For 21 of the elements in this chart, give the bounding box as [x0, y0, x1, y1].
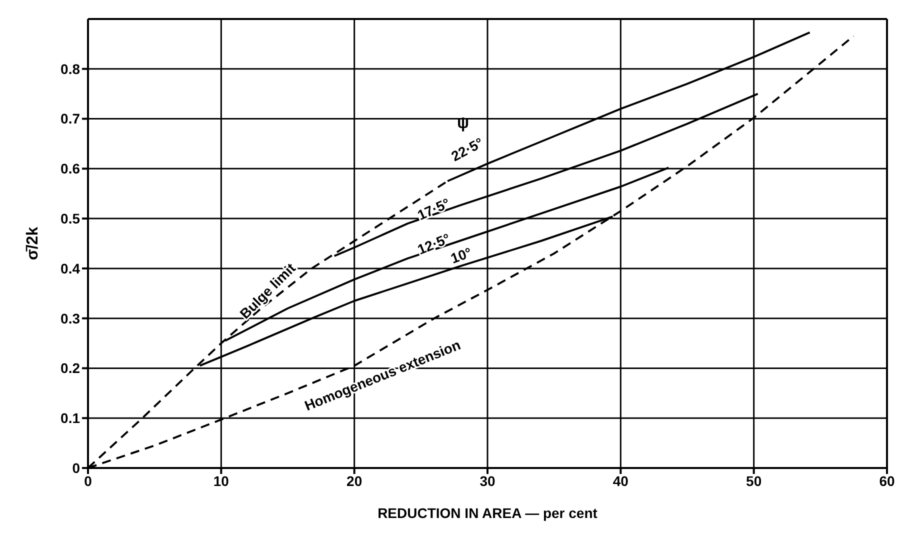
x-tick-label: 40 [612, 472, 629, 489]
y-tick-label: 0.6 [60, 160, 80, 177]
x-tick-label: 50 [746, 472, 762, 489]
y-tick-label: 0.2 [60, 360, 80, 376]
y-tick-label: 0.1 [60, 410, 80, 426]
y-tick-label: 0.3 [60, 310, 80, 326]
y-tick-label: 0.5 [60, 210, 80, 227]
x-tick-label: 20 [346, 472, 362, 489]
y-axis-title: σ̄/2k [24, 226, 42, 260]
y-tick-label: 0 [72, 460, 80, 476]
y-tick-label: 0.4 [60, 260, 80, 276]
x-axis-title: REDUCTION IN AREA — per cent [378, 505, 598, 521]
x-tick-label: 10 [213, 472, 230, 489]
x-tick-label: 0 [84, 472, 92, 489]
text: 22·5° [448, 134, 486, 164]
x-tick-label: 30 [480, 472, 496, 489]
text: 10° [448, 244, 474, 266]
y-tick-label: 0.7 [60, 110, 80, 127]
x-tick-label: 60 [879, 472, 895, 489]
annotation: ψ [456, 115, 470, 132]
y-tick-label: 0.8 [60, 60, 80, 77]
